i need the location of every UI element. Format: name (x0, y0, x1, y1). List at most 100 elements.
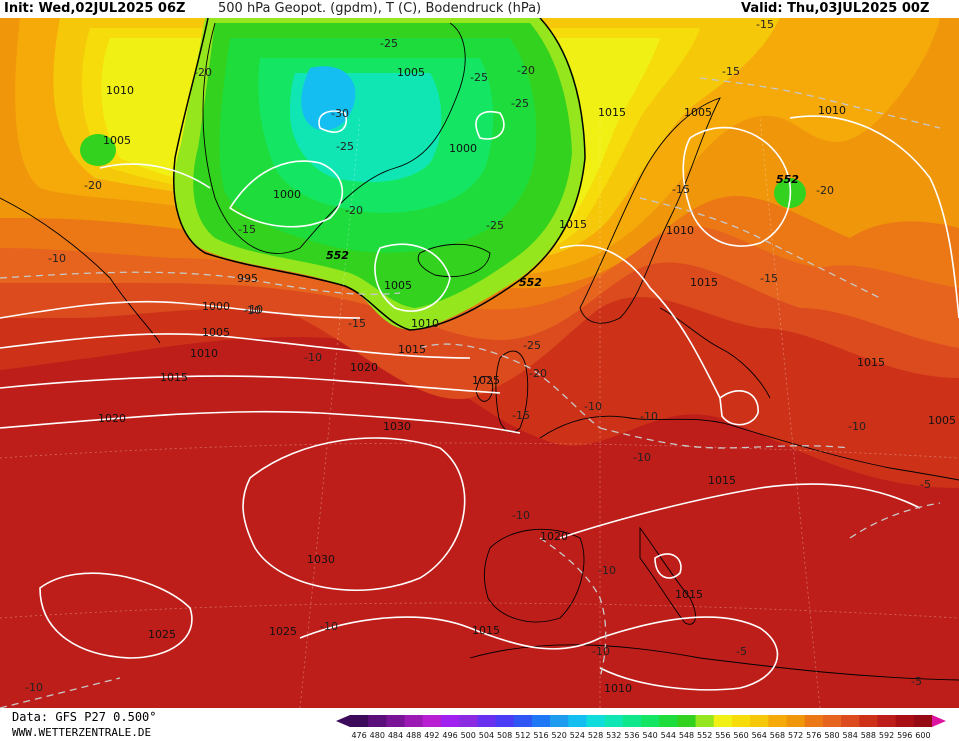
svg-text:1015: 1015 (398, 343, 426, 356)
legend-tick-label: 556 (715, 731, 730, 740)
temp-label: -25 (511, 97, 529, 110)
svg-text:1000: 1000 (202, 300, 230, 313)
legend-tick-label: 584 (843, 731, 858, 740)
temp-label: -20 (194, 66, 212, 79)
coastlines (0, 22, 959, 681)
legend-swatch (568, 715, 587, 727)
weather-map: 1010 1005 1005 1000 1015 1005 1010 1010 … (0, 18, 959, 708)
legend-swatch (586, 715, 606, 727)
temp-label: -10 (848, 420, 866, 433)
legend-tick-label: 516 (533, 731, 548, 740)
svg-text:1015: 1015 (472, 624, 500, 637)
isobar-label: 1015 (472, 624, 500, 637)
isobar-label: 1025 (269, 625, 297, 638)
temp-label: -10 (592, 645, 610, 658)
temp-label: -20 (345, 204, 363, 217)
svg-text:1025: 1025 (472, 374, 500, 387)
temp-label: -10 (598, 564, 616, 577)
svg-text:1015: 1015 (559, 218, 587, 231)
geopot-labels: 552 552 552 (326, 173, 799, 289)
temp-label: -15 (722, 65, 740, 78)
svg-text:1030: 1030 (383, 420, 411, 433)
legend-arrow-high (932, 715, 946, 727)
legend-tick-label: 476 (351, 731, 366, 740)
svg-text:995: 995 (237, 272, 258, 285)
isobar-label: 1015 (160, 371, 188, 384)
legend-swatch (350, 715, 369, 727)
legend-tick-label: 580 (824, 731, 839, 740)
map-title: 500 hPa Geopot. (gpdm), T (C), Bodendruc… (218, 1, 542, 16)
legend-swatch (750, 715, 769, 727)
temp-label: -25 (380, 37, 398, 50)
legend-swatch (422, 715, 442, 727)
isobar-label: 1010 (818, 104, 846, 117)
legend-tick-label: 572 (788, 731, 803, 740)
legend-tick-label: 548 (679, 731, 694, 740)
isobar-label: 1015 (857, 356, 885, 369)
legend-tick-label: 496 (442, 731, 457, 740)
svg-text:1015: 1015 (598, 106, 626, 119)
legend-tick-label: 492 (424, 731, 439, 740)
isobar-label: 1020 (540, 530, 568, 543)
isobar-label: 1020 (350, 361, 378, 374)
isobar-label: 1005 (202, 326, 230, 339)
legend-tick-label: 560 (733, 731, 748, 740)
isobar-labels: 1010 1005 1005 1000 1015 1005 1010 1010 … (98, 66, 956, 695)
isobar-label: 1005 (103, 134, 131, 147)
legend-tick-label: 564 (752, 731, 767, 740)
legend-swatch (768, 715, 787, 727)
temp-label: -30 (331, 107, 349, 120)
temp-label: -10 (584, 400, 602, 413)
legend-tick-label: 484 (388, 731, 403, 740)
temp-label: -15 (672, 183, 690, 196)
temp-label: -20 (529, 367, 547, 380)
legend-tick-label: 520 (552, 731, 567, 740)
legend-swatch (368, 715, 387, 727)
geopot-label: 552 (326, 249, 349, 262)
svg-text:1005: 1005 (384, 279, 412, 292)
legend-swatch (659, 715, 678, 727)
legend-swatch (841, 715, 860, 727)
temp-label: -20 (517, 64, 535, 77)
svg-text:1005: 1005 (928, 414, 956, 427)
legend-swatch (713, 715, 733, 727)
legend-tick-label: 512 (515, 731, 530, 740)
legend-tick-label: 500 (461, 731, 476, 740)
init-time: Init: Wed,02JUL2025 06Z (4, 1, 186, 16)
isobar-label: 1025 (148, 628, 176, 641)
isobar-label: 1000 (449, 142, 477, 155)
isobar-label: 1030 (383, 420, 411, 433)
legend-swatch (804, 715, 824, 727)
map-footer: Data: GFS P27 0.500° WWW.WETTERZENTRALE.… (0, 708, 959, 741)
isobar-label: 1015 (598, 106, 626, 119)
legend-swatch (386, 715, 406, 727)
isobar-label: 1015 (708, 474, 736, 487)
svg-text:1025: 1025 (269, 625, 297, 638)
legend-tick-label: 524 (570, 731, 585, 740)
legend-tick-label: 576 (806, 731, 821, 740)
legend-swatch (695, 715, 715, 727)
legend-swatch (495, 715, 515, 727)
legend-tick-label: 504 (479, 731, 494, 740)
legend-arrow-low (336, 715, 350, 727)
temp-label: -10 (512, 509, 530, 522)
svg-text:1025: 1025 (148, 628, 176, 641)
svg-text:1010: 1010 (604, 682, 632, 695)
isobar-label: 1000 (273, 188, 301, 201)
graticule (0, 117, 959, 708)
isotherms (0, 77, 941, 708)
map-header: Init: Wed,02JUL2025 06Z 500 hPa Geopot. … (0, 0, 959, 18)
svg-text:1015: 1015 (857, 356, 885, 369)
temp-label: -15 (512, 409, 530, 422)
isobars (0, 110, 959, 691)
temp-label: -10 (304, 351, 322, 364)
legend-swatch (913, 715, 933, 727)
legend-swatch (622, 715, 642, 727)
isobar-label: 1015 (690, 276, 718, 289)
svg-text:1020: 1020 (540, 530, 568, 543)
legend-swatch (477, 715, 496, 727)
isobar-label: 1005 (384, 279, 412, 292)
band-524 (301, 66, 356, 131)
temperature-labels: -25 -20 -25 -20 -25 -30 -25 -20 -15 -10 … (25, 18, 931, 694)
geopot-contour-552 (173, 18, 586, 331)
